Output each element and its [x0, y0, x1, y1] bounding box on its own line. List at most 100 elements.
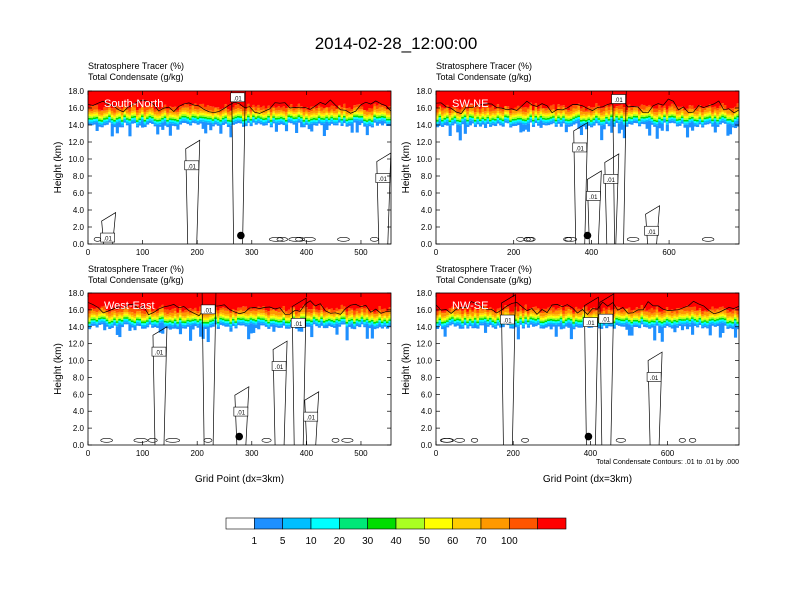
tracer-cell [691, 111, 695, 114]
tracer-cell [186, 324, 190, 327]
tracer-cell [635, 121, 639, 124]
tracer-cell [105, 316, 109, 318]
tracer-cell [194, 318, 198, 321]
tracer-cell [252, 112, 256, 114]
tracer-cell [489, 119, 493, 122]
tracer-cell [567, 119, 571, 122]
tracer-cell [282, 114, 286, 117]
tracer-cell [133, 323, 137, 325]
tracer-cell [486, 91, 490, 106]
tracer-cell [456, 316, 460, 319]
tracer-cell [494, 312, 498, 314]
tracer-cell [544, 123, 548, 126]
tracer-cell [355, 311, 359, 314]
tracer-cell [385, 118, 390, 121]
tracer-cell [312, 114, 316, 117]
tracer-cell [486, 314, 490, 317]
tracer-cell [567, 316, 571, 318]
tracer-cell [645, 107, 649, 112]
tracer-cell [453, 317, 457, 320]
tracer-cell [181, 117, 185, 120]
tracer-cell [282, 121, 286, 123]
tracer-cell [554, 117, 558, 120]
tracer-cell [93, 122, 97, 125]
tracer-cell [173, 117, 177, 119]
tracer-cell [141, 316, 145, 319]
tracer-cell [209, 117, 213, 120]
tracer-cell [244, 109, 248, 112]
tracer-cell [231, 115, 236, 118]
tracer-cell [204, 116, 208, 119]
tracer-cell [168, 114, 172, 117]
tracer-cell [693, 91, 697, 109]
tracer-cell [158, 306, 162, 309]
tracer-cell [247, 321, 251, 324]
tracer-cell [569, 120, 573, 123]
tracer-cell [683, 307, 687, 312]
tracer-cell [572, 117, 576, 120]
tracer-cell [612, 323, 616, 325]
tracer-cell [295, 118, 299, 121]
tracer-cell [130, 315, 135, 317]
tracer-cell [622, 116, 626, 119]
tracer-cell [726, 124, 730, 136]
tracer-cell [627, 318, 632, 320]
tracer-cell [166, 116, 170, 119]
tracer-cell [138, 91, 142, 109]
tracer-cell [330, 114, 334, 117]
tracer-cell [491, 123, 495, 126]
tracer-cell [456, 118, 460, 120]
tracer-cell [602, 91, 606, 108]
tracer-cell [269, 321, 273, 323]
tracer-cell [519, 109, 523, 113]
tracer-cell [617, 322, 621, 324]
tracer-cell [214, 322, 218, 325]
tracer-cell [638, 293, 642, 309]
tracer-cell [446, 121, 450, 126]
tracer-cell [363, 293, 367, 308]
tracer-cell [199, 119, 203, 122]
tracer-cell [539, 293, 543, 312]
tracer-cell [590, 120, 594, 122]
tracer-cell [516, 114, 520, 117]
tracer-cell [269, 317, 273, 320]
tracer-cell [254, 318, 258, 320]
tracer-cell [219, 293, 223, 309]
tracer-cell [668, 114, 672, 116]
tracer-cell [95, 307, 99, 313]
tracer-cell [153, 120, 157, 123]
tracer-cell [630, 316, 634, 319]
tracer-cell [567, 312, 571, 315]
tracer-cell [320, 317, 324, 320]
tracer-cell [206, 121, 210, 123]
tracer-cell [98, 91, 102, 110]
tracer-cell [274, 323, 278, 326]
tracer-cell [625, 293, 629, 309]
condensate-contour [523, 237, 531, 242]
tracer-cell [302, 91, 306, 109]
tracer-cell [312, 322, 316, 325]
tracer-cell [640, 293, 644, 306]
tracer-cell [552, 121, 556, 124]
tracer-cell [231, 310, 236, 314]
tracer-cell [542, 114, 546, 117]
tracer-cell [171, 316, 175, 319]
tracer-cell [683, 123, 687, 125]
tracer-cell [353, 107, 357, 111]
tracer-cell [388, 307, 391, 311]
tracer-cell [300, 118, 304, 121]
tracer-cell [234, 326, 238, 329]
tracer-cell [463, 91, 467, 105]
tracer-cell [252, 310, 256, 314]
tracer-cell [178, 316, 183, 319]
tracer-cell [108, 115, 112, 117]
tracer-cell [708, 309, 712, 311]
tracer-cell [183, 119, 188, 121]
tracer-cell [597, 91, 601, 106]
tracer-cell [350, 116, 354, 119]
x-tick-label: 200 [191, 449, 205, 458]
tracer-cell [668, 320, 672, 322]
tracer-cell [494, 115, 498, 118]
tracer-cell [696, 318, 700, 321]
tracer-cell [663, 108, 667, 111]
